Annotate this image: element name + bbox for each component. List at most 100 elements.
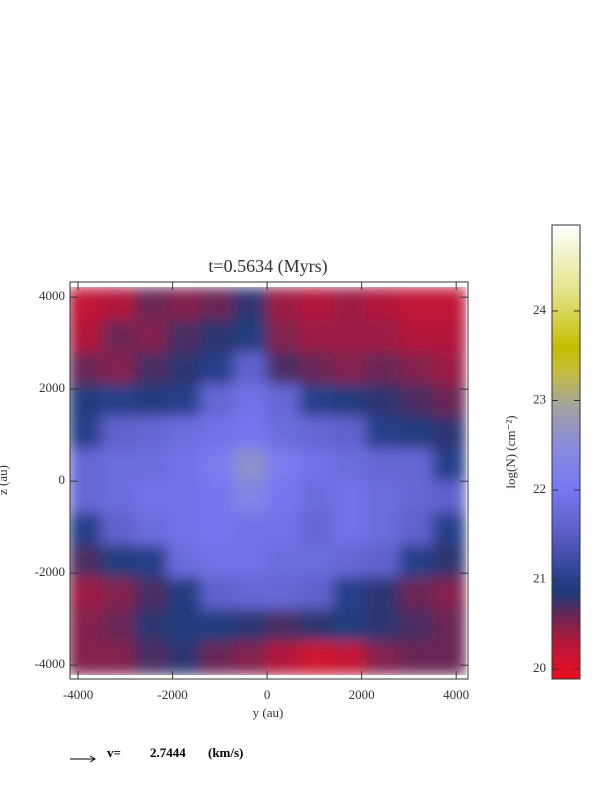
heatmap-cell — [134, 480, 169, 514]
plot-frame — [69, 281, 469, 680]
heatmap-cell — [398, 641, 434, 675]
heatmap-cell — [332, 351, 367, 386]
y-axis-label: z (au) — [0, 465, 10, 495]
heatmap-cell — [200, 351, 235, 386]
heatmap-cell — [167, 287, 202, 321]
heatmap-cell — [432, 512, 467, 547]
heatmap-cell — [200, 416, 235, 450]
heatmap-cell — [233, 545, 268, 579]
heatmap-cell — [70, 448, 103, 482]
legend-arrowhead — [89, 755, 96, 763]
heatmap-cell — [332, 416, 367, 450]
heatmap-cell — [266, 512, 301, 547]
heatmap-cell — [101, 609, 136, 643]
x-tick-label: -4000 — [63, 687, 93, 702]
heatmap-cell — [167, 577, 202, 611]
heatmap-cell — [200, 512, 235, 547]
heatmap-cell — [299, 577, 334, 611]
heatmap-cell — [398, 480, 434, 514]
heatmap-cell — [299, 351, 334, 386]
heatmap-cell — [134, 448, 169, 482]
heatmap-cell — [332, 384, 367, 418]
heatmap-cell — [233, 609, 268, 643]
heatmap-cell — [266, 641, 301, 675]
heatmap-cell — [365, 384, 400, 418]
heatmap-cell — [365, 512, 400, 547]
heatmap-cell — [432, 609, 467, 643]
heatmap-cell — [233, 641, 268, 675]
heatmap-cell — [101, 577, 136, 611]
y-tick-label: -2000 — [35, 564, 65, 579]
heatmap-cell — [398, 319, 434, 353]
heatmap-cell — [299, 448, 334, 482]
x-tick-label: 2000 — [349, 687, 375, 702]
colorbar-tick-label: 24 — [533, 302, 547, 317]
heatmap-cell — [299, 480, 334, 514]
heatmap-cell — [134, 384, 169, 418]
heatmap-cell — [233, 319, 268, 353]
heatmap-cell — [200, 480, 235, 514]
heatmap-cell — [134, 351, 169, 386]
heatmap-cell — [134, 512, 169, 547]
heatmap-cell — [398, 577, 434, 611]
heatmap-cell — [365, 416, 400, 450]
heatmap-cell — [332, 512, 367, 547]
heatmap-cell — [266, 287, 301, 321]
heatmap-cell — [167, 448, 202, 482]
heatmap-cell — [266, 319, 301, 353]
heatmap-cell — [70, 641, 103, 675]
x-axis-label: y (au) — [253, 705, 284, 720]
colorbar-tick-label: 20 — [533, 660, 546, 675]
heatmap-cell — [233, 416, 268, 450]
colorbar-tick-label: 22 — [533, 481, 546, 496]
chart-title: t=0.5634 (Myrs) — [208, 256, 327, 277]
legend-unit: (km/s) — [208, 745, 243, 760]
heatmap-cell — [134, 287, 169, 321]
heatmap-cell — [299, 609, 334, 643]
heatmap-cell — [200, 287, 235, 321]
heatmap-cell — [101, 287, 136, 321]
heatmap-cell — [432, 641, 467, 675]
y-tick-label: 2000 — [39, 380, 65, 395]
heatmap-cell — [432, 416, 467, 450]
heatmap-cell — [365, 545, 400, 579]
heatmap-cell — [70, 512, 103, 547]
heatmap-cell — [266, 577, 301, 611]
heatmap-cell — [299, 545, 334, 579]
legend-value: 2.7444 — [150, 745, 186, 760]
heatmap-cell — [233, 577, 268, 611]
heatmap-cell — [299, 287, 334, 321]
heatmap-cell — [200, 609, 235, 643]
heatmap-cell — [70, 609, 103, 643]
heatmap-cell — [167, 545, 202, 579]
colorbar-label: log(N) (cm⁻²) — [503, 415, 518, 488]
heatmap-cell — [332, 480, 367, 514]
heatmap-cell — [101, 512, 136, 547]
heatmap-cell — [365, 287, 400, 321]
heatmap-cell — [200, 448, 235, 482]
heatmap-cell — [398, 351, 434, 386]
heatmap-cell — [365, 319, 400, 353]
heatmap-cell — [332, 545, 367, 579]
heatmap-cell — [332, 448, 367, 482]
heatmap-cell — [233, 384, 268, 418]
heatmap-cell — [266, 351, 301, 386]
heatmap-cell — [365, 351, 400, 386]
heatmap-cell — [167, 319, 202, 353]
heatmap-cell — [101, 319, 136, 353]
heatmap-cell — [299, 641, 334, 675]
heatmap-cell — [200, 545, 235, 579]
heatmap-cell — [266, 480, 301, 514]
heatmap-cell — [332, 577, 367, 611]
heatmap-cell — [200, 384, 235, 418]
colorbar-tick-label: 23 — [533, 391, 546, 406]
heatmap-cell — [332, 319, 367, 353]
heatmap-cell — [167, 512, 202, 547]
heatmap-cell — [332, 287, 367, 321]
heatmap-cell — [167, 609, 202, 643]
heatmap-cell — [266, 384, 301, 418]
heatmap-cell — [70, 480, 103, 514]
heatmap-cell — [167, 416, 202, 450]
heatmap-cell — [432, 480, 467, 514]
